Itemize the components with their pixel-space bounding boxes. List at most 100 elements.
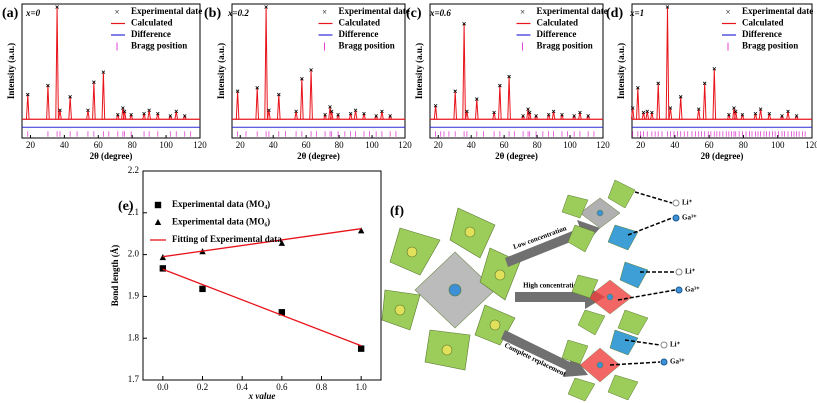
calculated-peak — [46, 85, 50, 120]
experimental-point — [560, 112, 564, 117]
arrow-label: High concentration — [523, 282, 581, 290]
li-icon — [672, 199, 680, 207]
legend-label: Calculated — [131, 18, 173, 28]
experimental-point — [753, 111, 758, 116]
fit-line — [162, 228, 362, 347]
tetrahedron — [609, 329, 639, 356]
experimental-point — [329, 109, 334, 114]
calculated-peak — [758, 109, 763, 120]
experimental-point — [453, 89, 457, 93]
composition-label: x=0.2 — [227, 8, 249, 18]
x-tick-label: 60 — [302, 140, 312, 150]
legend-label: Calculated — [339, 18, 381, 28]
calculated-peak — [101, 72, 106, 120]
experimental-point — [122, 109, 127, 114]
x-tick-label: 60 — [500, 140, 510, 150]
x-tick-label: 80 — [739, 140, 749, 150]
experimental-point — [92, 80, 96, 84]
data-point — [278, 239, 286, 246]
experimental-point — [58, 108, 62, 113]
y-axis-label: Intensity (a.u.) — [216, 43, 226, 99]
legend-label: Experimental date — [742, 6, 813, 16]
x-axis-label: 2θ (degree) — [90, 151, 133, 161]
legend-marker: × — [725, 7, 730, 17]
x-tick-label: 80 — [335, 140, 345, 150]
legend-label: Bragg position — [339, 41, 395, 51]
experimental-point — [277, 92, 281, 97]
legend-label: Experimental data (MO₄) — [172, 199, 270, 209]
experimental-point — [641, 110, 646, 115]
calculated-peak — [433, 105, 438, 120]
atom — [494, 269, 506, 281]
calculated-peak — [498, 85, 502, 120]
experimental-point — [156, 111, 160, 116]
legend-label: Bragg position — [131, 41, 187, 51]
x-tick-label: 100 — [563, 140, 577, 150]
legend-label: Bragg position — [537, 41, 593, 51]
legend-label: Experimental data (MO₆) — [172, 217, 270, 227]
y-axis-label: Bond length (Å) — [110, 245, 120, 307]
experimental-point — [534, 114, 538, 118]
calculated-peak — [665, 6, 670, 120]
experimental-point — [235, 89, 240, 93]
legend-label: Difference — [339, 29, 379, 39]
experimental-point — [142, 111, 146, 116]
x-tick-label: 0.6 — [276, 382, 288, 392]
panel-label: (f) — [390, 204, 404, 219]
experimental-point — [174, 109, 179, 114]
legend-li: Li⁺ — [682, 199, 693, 207]
experimental-point — [630, 106, 635, 110]
legend-li: Li⁺ — [670, 341, 681, 349]
experimental-point — [733, 109, 738, 114]
legend-label: Experimental date — [339, 6, 410, 16]
experimental-point — [702, 81, 707, 86]
experimental-point — [55, 5, 59, 9]
atom — [406, 246, 418, 258]
tetrahedron — [607, 179, 636, 209]
experimental-point — [507, 74, 511, 79]
tetrahedron — [607, 224, 639, 251]
legend-marker: × — [114, 7, 119, 17]
panel-label: (e) — [118, 199, 134, 214]
calculated-peak — [276, 94, 281, 120]
experimental-point — [348, 111, 353, 116]
calculated-peak — [300, 78, 304, 120]
tetrahedron — [617, 309, 649, 336]
legend-label: Difference — [742, 29, 782, 39]
x-tick-label: 20 — [434, 140, 444, 150]
plot-frame — [429, 3, 604, 139]
x-tick-label: 60 — [705, 140, 715, 150]
central-cluster — [381, 207, 521, 371]
experimental-point — [46, 83, 50, 88]
x-tick-label: 20 — [26, 140, 36, 150]
experimental-point — [147, 108, 151, 113]
legend-label: Difference — [537, 29, 577, 39]
diagram-f: (f) Low concentration High concentration… — [381, 179, 700, 402]
x-tick-label: 120 — [398, 140, 412, 150]
x-axis-label: x value — [248, 391, 276, 401]
experimental-point — [758, 107, 763, 111]
cluster-low — [561, 179, 639, 253]
x-tick-label: 100 — [771, 140, 785, 150]
experimental-point — [780, 114, 784, 118]
x-tick-label: 60 — [94, 140, 104, 150]
experimental-point — [168, 114, 173, 118]
calculated-peak — [55, 6, 59, 120]
experimental-point — [712, 66, 717, 71]
data-point — [199, 285, 206, 293]
pointer — [609, 339, 661, 366]
experimental-point — [526, 107, 530, 111]
data-point — [357, 227, 365, 234]
y-axis-label: Intensity (a.u.) — [414, 43, 424, 99]
experimental-point — [328, 105, 332, 109]
calculated-peak — [678, 96, 683, 120]
experimental-point — [25, 92, 30, 97]
x-tick-label: 80 — [533, 140, 543, 150]
experimental-point — [668, 106, 673, 110]
calculated-peak — [25, 94, 30, 120]
experimental-point — [645, 109, 650, 114]
legend-label: Difference — [131, 29, 171, 39]
calculated-peak — [92, 82, 96, 120]
experimental-point — [115, 112, 120, 117]
